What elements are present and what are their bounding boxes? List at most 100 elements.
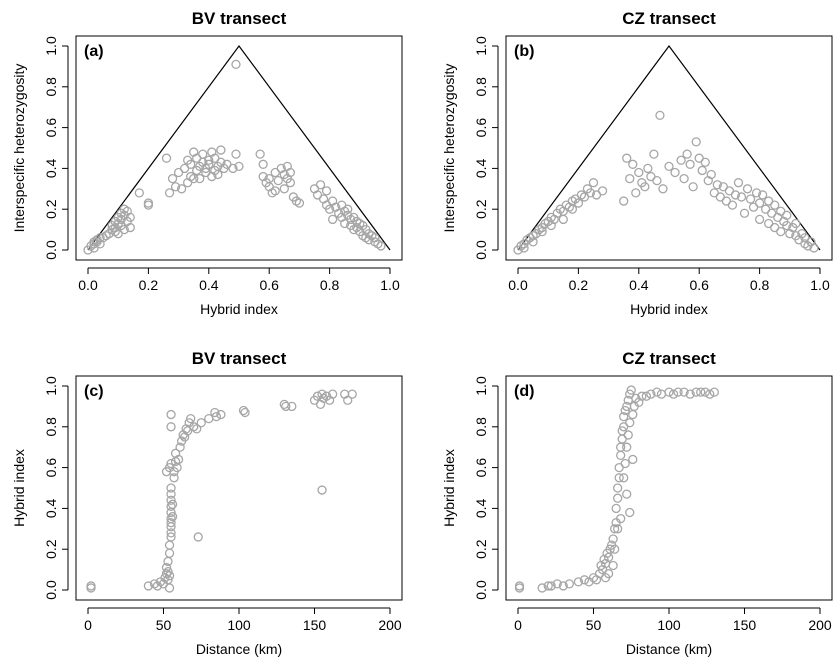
data-point (757, 190, 768, 200)
data-point (192, 424, 202, 434)
data-point (791, 218, 801, 229)
data-point (573, 198, 584, 208)
data-point (619, 196, 629, 206)
panel-label: (c) (84, 383, 104, 400)
data-point (110, 226, 120, 237)
x-axis-label: Distance (km) (626, 641, 712, 657)
data-point (258, 159, 268, 169)
data-point (204, 159, 214, 169)
data-point (670, 167, 680, 178)
data-point (327, 214, 338, 225)
data-point (89, 237, 99, 247)
x-axis: 0 50 100 150 200 (84, 607, 402, 633)
data-point (167, 499, 178, 509)
y-tick-label: 0.6 (43, 458, 59, 478)
data-point (273, 175, 283, 186)
data-point (119, 224, 129, 235)
data-point (622, 153, 632, 163)
data-point (691, 387, 701, 397)
data-point (619, 411, 629, 422)
data-point (537, 226, 547, 237)
data-point (620, 458, 630, 469)
data-point (264, 182, 274, 192)
data-point (782, 210, 792, 220)
data-point (169, 473, 179, 483)
data-point (688, 182, 698, 192)
y-axis: 0.0 0.2 0.4 0.6 0.8 1.0 (43, 376, 69, 600)
y-tick-label: 0.8 (473, 417, 489, 437)
data-point (637, 391, 647, 401)
data-point (614, 473, 624, 483)
data-point (616, 513, 626, 524)
boundary-triangle (87, 44, 391, 251)
data-point (558, 214, 568, 225)
data-point (164, 583, 175, 593)
x-tick-label: 1.0 (810, 277, 830, 293)
data-point (585, 188, 596, 198)
data-point (166, 518, 176, 528)
data-point (546, 581, 556, 591)
data-point (622, 489, 632, 499)
data-point (579, 575, 590, 585)
y-tick-label: 0.6 (473, 118, 489, 138)
y-tick-label: 0.6 (473, 458, 489, 478)
y-tick-label: 1.0 (43, 36, 59, 56)
data-point (625, 418, 635, 428)
chart-title: BV transect (192, 349, 287, 368)
data-point (95, 239, 105, 249)
y-tick-label: 0.0 (473, 240, 489, 260)
data-point (281, 401, 291, 412)
data-point (558, 581, 568, 591)
data-point (628, 409, 638, 420)
plot-frame (75, 375, 403, 601)
data-point (634, 167, 644, 178)
data-point (682, 149, 692, 159)
y-tick-label: 1.0 (473, 376, 489, 396)
data-point (709, 387, 719, 397)
data-point (782, 220, 792, 231)
data-point (204, 155, 214, 165)
data-points (513, 110, 819, 255)
data-point (608, 560, 618, 571)
x-axis: 0.0 0.2 0.4 0.6 0.8 1.0 (78, 267, 400, 293)
y-tick-label: 0.2 (473, 199, 489, 219)
data-point (231, 59, 241, 70)
data-point (727, 200, 738, 210)
data-point (287, 401, 297, 412)
data-point (186, 159, 196, 169)
panel-2: BV transect (c) 0 50 100 150 200 Distance (km) 0… (11, 349, 403, 657)
data-point (679, 173, 689, 184)
x-tick-label: 0.8 (320, 277, 340, 293)
data-point (231, 149, 241, 159)
x-tick-label: 1.0 (380, 277, 400, 293)
chart-title: BV transect (192, 9, 287, 28)
y-axis-label: Interspecific heterozygosity (441, 64, 457, 233)
data-point (776, 226, 786, 237)
data-point (625, 173, 635, 184)
data-point (216, 409, 226, 420)
data-point (376, 241, 386, 251)
x-tick-label: 100 (657, 617, 681, 633)
data-point (175, 442, 185, 452)
x-tick-label: 200 (808, 617, 832, 633)
data-point (240, 407, 250, 418)
data-point (628, 454, 638, 465)
data-point (745, 194, 756, 204)
data-point (620, 405, 630, 416)
data-point (537, 583, 547, 593)
y-tick-label: 0.0 (473, 580, 489, 600)
data-point (198, 149, 208, 159)
data-point (196, 418, 206, 428)
x-tick-label: 0.6 (259, 277, 279, 293)
y-tick-label: 0.6 (43, 118, 59, 138)
data-point (164, 571, 175, 581)
data-point (685, 159, 695, 169)
data-point (697, 165, 707, 176)
data-point (183, 178, 193, 188)
data-point (736, 192, 747, 202)
data-point (211, 411, 222, 422)
data-point (167, 173, 178, 184)
data-point (754, 198, 765, 208)
data-point (668, 389, 679, 399)
data-point (613, 493, 623, 503)
